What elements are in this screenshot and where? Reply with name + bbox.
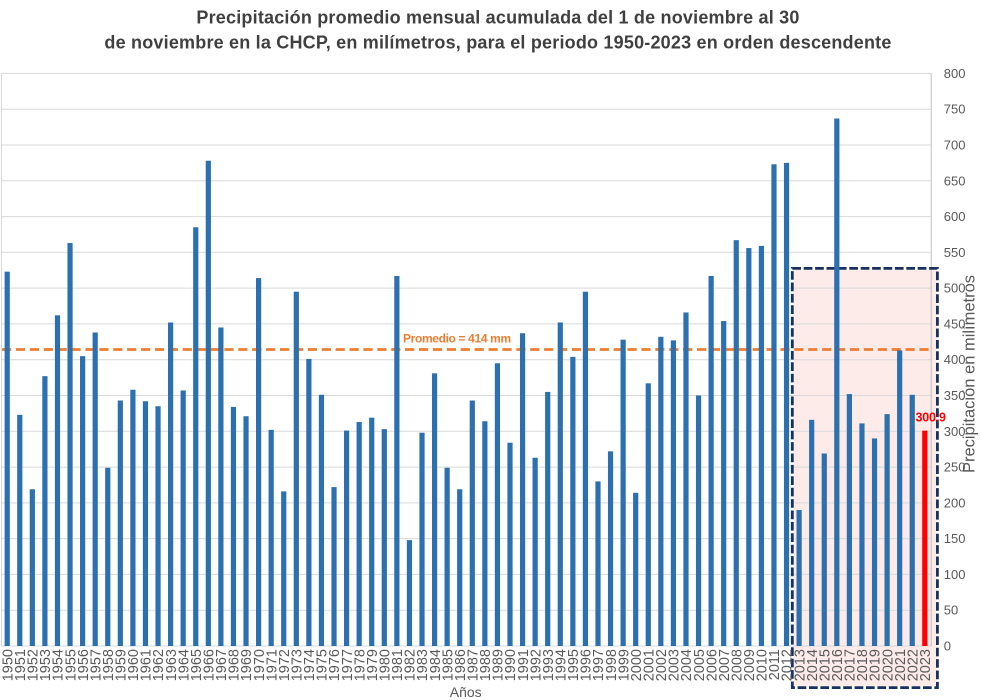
- svg-text:1974: 1974: [302, 649, 318, 681]
- svg-text:Años: Años: [450, 684, 482, 700]
- svg-text:1986: 1986: [453, 649, 469, 681]
- svg-text:1961: 1961: [139, 649, 155, 681]
- svg-text:2008: 2008: [729, 649, 745, 681]
- svg-text:2022: 2022: [905, 649, 921, 681]
- svg-text:1977: 1977: [340, 649, 356, 681]
- svg-text:1957: 1957: [88, 649, 104, 681]
- svg-text:1969: 1969: [239, 649, 255, 681]
- svg-text:1960: 1960: [126, 649, 142, 681]
- svg-text:1980: 1980: [378, 649, 394, 681]
- svg-text:100: 100: [944, 567, 966, 582]
- svg-text:1956: 1956: [76, 649, 92, 681]
- svg-text:1959: 1959: [114, 649, 130, 681]
- svg-text:1950: 1950: [0, 649, 16, 681]
- svg-text:1954: 1954: [51, 649, 67, 681]
- svg-text:1953: 1953: [38, 649, 54, 681]
- svg-text:600: 600: [944, 209, 966, 224]
- svg-text:1970: 1970: [252, 649, 268, 681]
- svg-text:700: 700: [944, 138, 966, 153]
- svg-text:1998: 1998: [604, 649, 620, 681]
- svg-text:2017: 2017: [843, 649, 859, 681]
- svg-text:1955: 1955: [63, 649, 79, 681]
- svg-text:1967: 1967: [214, 649, 230, 681]
- svg-text:1973: 1973: [290, 649, 306, 681]
- svg-text:1993: 1993: [541, 649, 557, 681]
- svg-text:650: 650: [944, 173, 966, 188]
- svg-text:2006: 2006: [704, 649, 720, 681]
- svg-text:750: 750: [944, 102, 966, 117]
- svg-text:Precipitación promedio mensual: Precipitación promedio mensual acumulada…: [196, 8, 799, 28]
- svg-text:1989: 1989: [491, 649, 507, 681]
- svg-text:2002: 2002: [654, 649, 670, 681]
- svg-text:2021: 2021: [893, 649, 909, 681]
- svg-text:1983: 1983: [415, 649, 431, 681]
- svg-text:50: 50: [944, 603, 958, 618]
- svg-text:2003: 2003: [667, 649, 683, 681]
- svg-text:1979: 1979: [365, 649, 381, 681]
- svg-text:500: 500: [944, 281, 966, 296]
- svg-text:1990: 1990: [503, 649, 519, 681]
- svg-text:1988: 1988: [478, 649, 494, 681]
- svg-text:1952: 1952: [26, 649, 42, 681]
- svg-text:1981: 1981: [390, 649, 406, 681]
- svg-text:800: 800: [944, 66, 966, 81]
- svg-text:2000: 2000: [629, 649, 645, 681]
- svg-text:1964: 1964: [176, 649, 192, 681]
- svg-text:1963: 1963: [164, 649, 180, 681]
- svg-text:1968: 1968: [227, 649, 243, 681]
- svg-text:1982: 1982: [403, 649, 419, 681]
- svg-text:150: 150: [944, 531, 966, 546]
- svg-text:2001: 2001: [641, 649, 657, 681]
- svg-text:1995: 1995: [566, 649, 582, 681]
- svg-text:2018: 2018: [855, 649, 871, 681]
- svg-text:1976: 1976: [327, 649, 343, 681]
- svg-text:2013: 2013: [792, 649, 808, 681]
- svg-text:2011: 2011: [767, 649, 783, 680]
- svg-text:1965: 1965: [189, 649, 205, 681]
- svg-text:450: 450: [944, 316, 966, 331]
- svg-text:1991: 1991: [516, 649, 532, 681]
- svg-text:1978: 1978: [352, 649, 368, 681]
- svg-text:2005: 2005: [692, 649, 708, 681]
- svg-text:2009: 2009: [742, 649, 758, 681]
- svg-text:1958: 1958: [101, 649, 117, 681]
- svg-text:2023: 2023: [918, 649, 934, 681]
- svg-text:2004: 2004: [679, 649, 695, 681]
- svg-text:2007: 2007: [717, 649, 733, 681]
- svg-text:550: 550: [944, 245, 966, 260]
- svg-text:1975: 1975: [315, 649, 331, 681]
- svg-text:2016: 2016: [830, 649, 846, 681]
- svg-text:1987: 1987: [465, 649, 481, 681]
- svg-text:Precipitación en milímetros: Precipitación en milímetros: [961, 275, 979, 473]
- svg-text:0: 0: [944, 639, 951, 654]
- svg-text:1997: 1997: [591, 649, 607, 681]
- svg-text:1971: 1971: [264, 649, 280, 681]
- svg-text:1966: 1966: [202, 649, 218, 681]
- svg-text:Promedio = 414 mm: Promedio = 414 mm: [403, 332, 511, 346]
- svg-text:1984: 1984: [428, 649, 444, 681]
- svg-text:300: 300: [944, 424, 966, 439]
- svg-text:1992: 1992: [528, 649, 544, 681]
- svg-text:2020: 2020: [880, 649, 896, 681]
- svg-text:400: 400: [944, 352, 966, 367]
- svg-text:de noviembre en la CHCP, en mi: de noviembre en la CHCP, en milímetros, …: [104, 33, 891, 53]
- svg-text:1996: 1996: [579, 649, 595, 681]
- svg-text:1999: 1999: [616, 649, 632, 681]
- svg-text:1985: 1985: [440, 649, 456, 681]
- svg-text:1972: 1972: [277, 649, 293, 681]
- svg-text:250: 250: [944, 460, 966, 475]
- svg-text:2012: 2012: [780, 649, 796, 681]
- svg-text:200: 200: [944, 495, 966, 510]
- svg-text:2010: 2010: [755, 649, 771, 681]
- svg-text:2019: 2019: [868, 649, 884, 681]
- svg-text:1951: 1951: [13, 649, 29, 681]
- svg-text:1962: 1962: [151, 649, 167, 681]
- svg-text:2015: 2015: [817, 649, 833, 681]
- svg-text:1994: 1994: [553, 649, 569, 681]
- svg-text:2014: 2014: [805, 649, 821, 681]
- svg-text:300.9: 300.9: [916, 411, 947, 425]
- svg-text:350: 350: [944, 388, 966, 403]
